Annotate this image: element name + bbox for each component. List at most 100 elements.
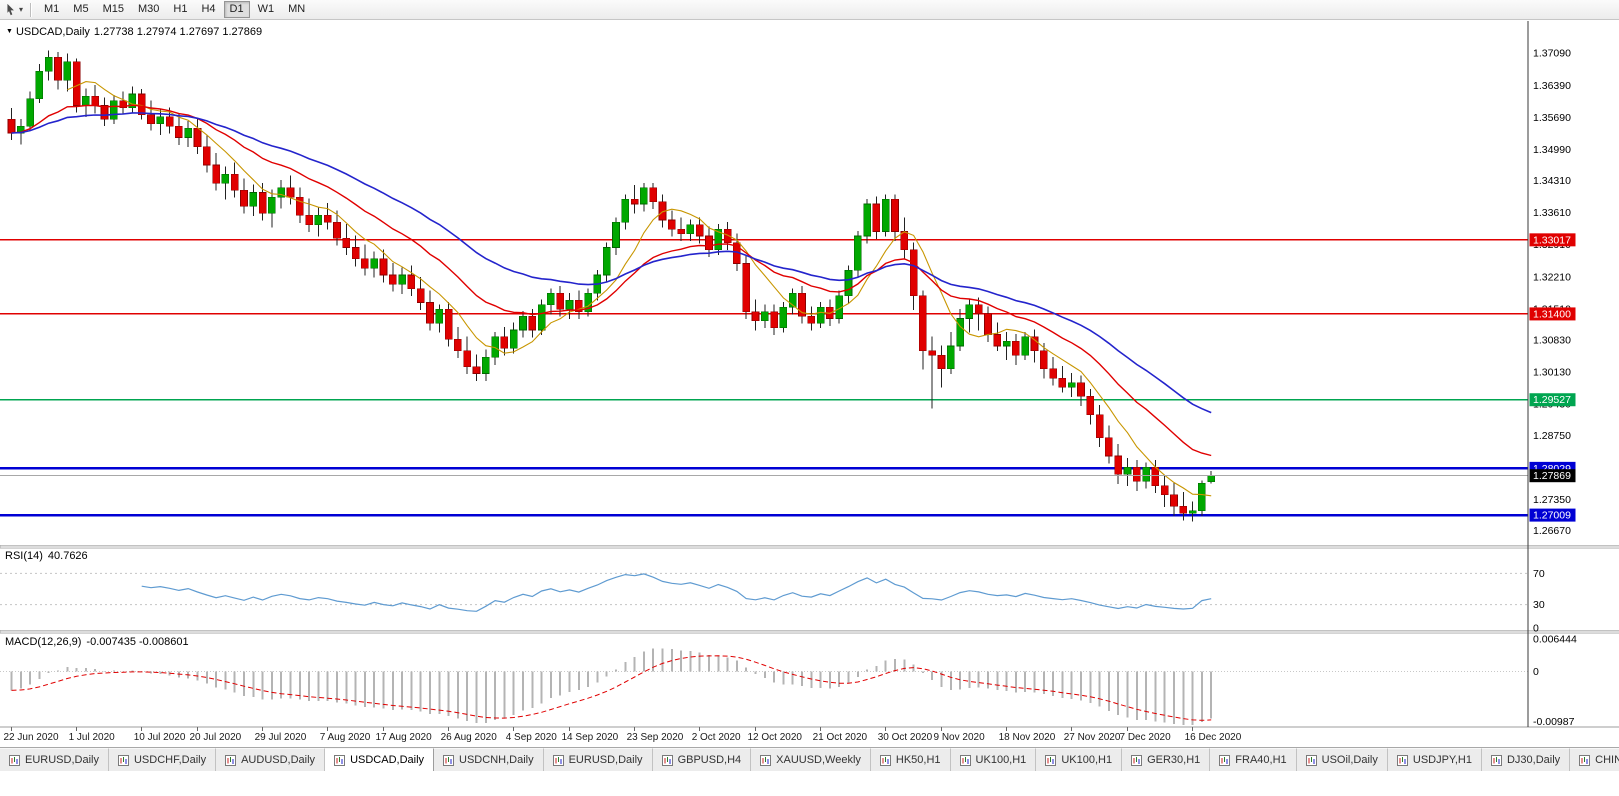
chart-tab-label: GER30,H1 [1147, 754, 1201, 766]
price-badge [1529, 508, 1576, 522]
rsi-panel[interactable] [0, 572, 1528, 612]
svg-text:1.29527: 1.29527 [1533, 394, 1571, 406]
chart-tab-label: AUDUSD,Daily [241, 754, 316, 766]
price-axis[interactable]: 1.37090 1.36390 1.35690 1.34990 1.34310 1.336… [1529, 48, 1577, 728]
chart-tab-icon [1131, 754, 1143, 766]
panel-splitter[interactable] [0, 629, 1619, 634]
chart-tab-label: USDCHF,Daily [133, 754, 207, 766]
chart-ohlc-readout: ▼ USDCAD,Daily 1.27738 1.27974 1.27697 1.2… [6, 26, 266, 38]
chart-tab-label: USOil,Daily [1321, 754, 1378, 766]
date-label: 29 Jul 2020 [255, 732, 307, 743]
chart-tab-gbpusd-h4[interactable]: GBPUSD,H4 [652, 748, 752, 771]
tf-mn-button[interactable]: MN [282, 1, 311, 18]
tf-m15-button[interactable]: M15 [97, 1, 130, 18]
svg-text:1.30830: 1.30830 [1533, 335, 1571, 347]
chart-tab-usdcad-daily[interactable]: USDCAD,Daily [325, 748, 435, 771]
tf-h4-button[interactable]: H4 [195, 1, 221, 18]
chart-tab-usdcnh-daily[interactable]: USDCNH,Daily [434, 748, 544, 771]
chart-tab-icon [760, 754, 772, 766]
chart-tab-icon [225, 754, 237, 766]
chart-tab-icon [1045, 754, 1057, 766]
chart-cursor-icon[interactable] [3, 2, 19, 18]
date-label: 26 Aug 2020 [441, 732, 498, 743]
chart-tab-icon [959, 754, 971, 766]
date-label: 4 Sep 2020 [506, 732, 558, 743]
chart-tab-icon [552, 754, 564, 766]
chart-tab-eurusd-daily[interactable]: EURUSD,Daily [0, 748, 109, 771]
chart-tab-icon [661, 754, 673, 766]
timeframe-toolbar: ▾ M1 M5 M15 M30 H1 H4 D1 W1 MN [0, 0, 1619, 20]
macd-panel[interactable] [0, 648, 1528, 725]
chart-tab-uk100-h1[interactable]: UK100,H1 [1036, 748, 1123, 771]
svg-text:0.006444: 0.006444 [1533, 633, 1577, 645]
toolbar-separator [30, 2, 33, 17]
price-chart[interactable]: 1.37090 1.36390 1.35690 1.34990 1.34310 1.336… [0, 21, 1619, 747]
tf-d1-button[interactable]: D1 [223, 1, 250, 18]
date-label: 16 Dec 2020 [1185, 732, 1242, 743]
moving-averages-layer[interactable] [11, 81, 1212, 497]
svg-text:1.33017: 1.33017 [1533, 234, 1571, 246]
chart-tab-icon [1579, 754, 1591, 766]
date-label: 20 Jul 2020 [190, 732, 242, 743]
chart-tab-icon [443, 754, 455, 766]
chart-tab-usdjpy-h1[interactable]: USDJPY,H1 [1387, 748, 1482, 771]
price-badge [1529, 469, 1576, 483]
svg-text:0: 0 [1533, 666, 1539, 678]
chart-tab-icon [1490, 754, 1502, 766]
chart-tab-label: USDCNH,Daily [459, 754, 534, 766]
chart-tab-label: FRA40,H1 [1235, 754, 1287, 766]
chart-marker-icon: ▼ [6, 28, 13, 35]
rsi-name: RSI(14) [5, 550, 43, 562]
svg-text:1.27869: 1.27869 [1533, 470, 1571, 482]
tf-m30-button[interactable]: M30 [132, 1, 165, 18]
date-label: 9 Nov 2020 [934, 732, 986, 743]
svg-text:1.30130: 1.30130 [1533, 367, 1571, 379]
svg-text:1.33610: 1.33610 [1533, 207, 1571, 219]
chart-tab-label: DJ30,Daily [1506, 754, 1561, 766]
chart-tab-ger30-h1[interactable]: GER30,H1 [1122, 748, 1211, 771]
chart-tab-uk100-h1[interactable]: UK100,H1 [950, 748, 1037, 771]
chart-tab-china300-h1[interactable]: CHINA300,H1 [1570, 748, 1619, 771]
chart-tab-hk50-h1[interactable]: HK50,H1 [870, 748, 951, 771]
date-label: 14 Sep 2020 [562, 732, 619, 743]
ma-slow-line[interactable] [11, 112, 1212, 414]
chart-tab-usdchf-daily[interactable]: USDCHF,Daily [108, 748, 217, 771]
svg-text:70: 70 [1533, 568, 1545, 580]
date-label: 2 Oct 2020 [692, 732, 741, 743]
horizontal-lines-layer[interactable] [0, 239, 1528, 517]
rsi-line [141, 573, 1212, 612]
chart-tab-label: HK50,H1 [895, 754, 941, 766]
panel-splitter[interactable] [0, 544, 1619, 549]
date-label: 23 Sep 2020 [627, 732, 684, 743]
tf-h1-button[interactable]: H1 [167, 1, 193, 18]
svg-text:1.27350: 1.27350 [1533, 494, 1571, 506]
chart-tab-audusd-daily[interactable]: AUDUSD,Daily [216, 748, 326, 771]
ma-fast-line[interactable] [67, 81, 1212, 497]
svg-text:1.28750: 1.28750 [1533, 430, 1571, 442]
chart-tab-dj30-daily[interactable]: DJ30,Daily [1481, 748, 1571, 771]
ma-mid-line[interactable] [11, 104, 1212, 457]
svg-text:-0.00987: -0.00987 [1533, 716, 1575, 728]
tf-m5-button[interactable]: M5 [67, 1, 94, 18]
chart-tab-label: XAUUSD,Weekly [776, 754, 861, 766]
dropdown-caret-icon[interactable]: ▾ [19, 5, 24, 14]
panel-frame [0, 21, 1619, 728]
chart-tab-icon [1396, 754, 1408, 766]
chart-tab-xauusd-weekly[interactable]: XAUUSD,Weekly [751, 748, 871, 771]
tf-m1-button[interactable]: M1 [38, 1, 65, 18]
chart-tab-label: USDCAD,Daily [350, 754, 425, 766]
chart-tab-eurusd-daily[interactable]: EURUSD,Daily [543, 748, 653, 771]
chart-tab-fra40-h1[interactable]: FRA40,H1 [1210, 748, 1297, 771]
date-label: 30 Oct 2020 [878, 732, 933, 743]
candles-layer [7, 50, 1215, 522]
chart-tab-icon [117, 754, 129, 766]
chart-tab-usoil-daily[interactable]: USOil,Daily [1296, 748, 1388, 771]
svg-text:1.26670: 1.26670 [1533, 525, 1571, 537]
chart-tab-label: CHINA300,H1 [1595, 754, 1619, 766]
date-label: 21 Oct 2020 [813, 732, 868, 743]
time-axis[interactable]: 22 Jun 2020 1 Jul 2020 10 Jul 2020 20 Jul 2… [4, 727, 1242, 743]
tf-w1-button[interactable]: W1 [252, 1, 281, 18]
date-label: 18 Nov 2020 [999, 732, 1056, 743]
svg-text:1.35690: 1.35690 [1533, 112, 1571, 124]
date-label: 10 Jul 2020 [134, 732, 186, 743]
